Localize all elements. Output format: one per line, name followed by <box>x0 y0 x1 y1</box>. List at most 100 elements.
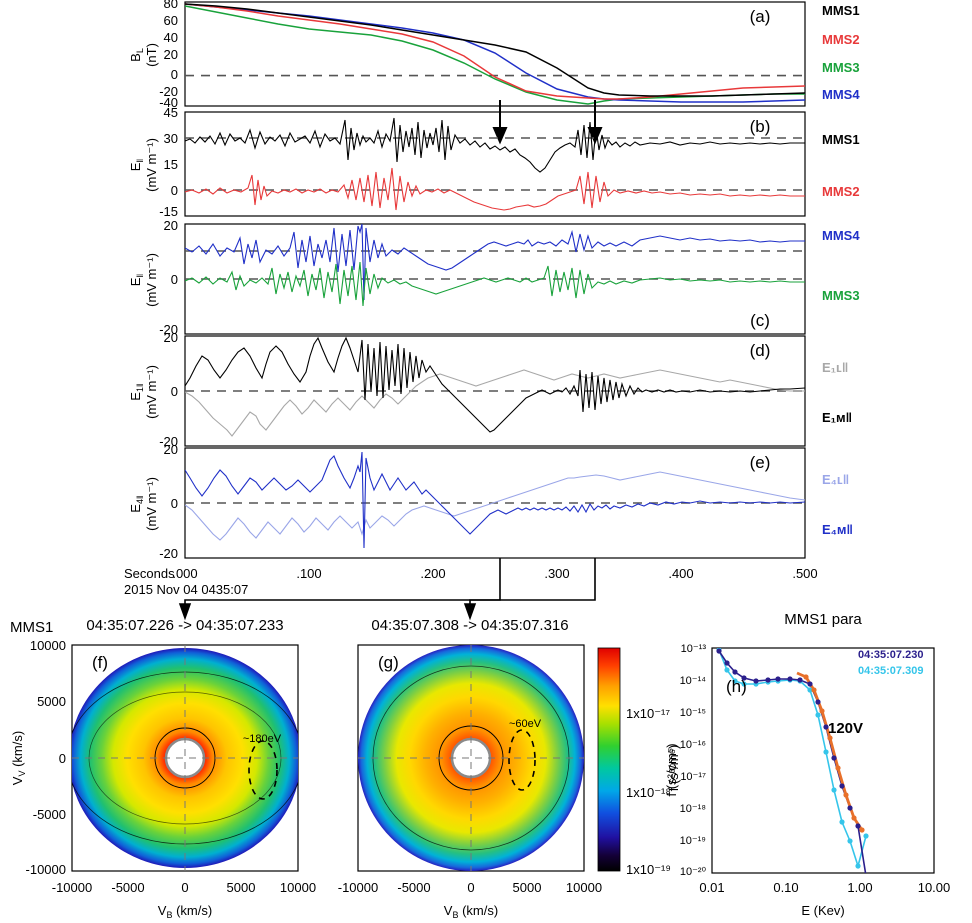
panel-h-xtick-3: 10.00 <box>918 880 951 895</box>
panel-g-title: 04:35:07.308 -> 04:35:07.316 <box>371 617 568 634</box>
legend-panel-d-e1l: E₁ʟ‖ <box>822 360 848 375</box>
panel-d: (d) 20 0 -20 E1‖ (mV m⁻¹) E₁ʟ‖ E₁ᴍ‖ <box>128 330 852 449</box>
colorbar-tick-1: 1x10⁻¹⁸ <box>626 785 671 800</box>
panel-d-yunit: (mV m⁻¹) <box>144 365 159 419</box>
panel-a-ytick-4: 0 <box>171 67 178 82</box>
svg-text:f (s³/m⁶): f (s³/m⁶) <box>666 745 681 792</box>
legend-panel-c-mms3: MMS3 <box>822 288 860 303</box>
time-axis: Seconds 2015 Nov 04 0435:07 .000 .100 .2… <box>124 566 818 597</box>
panel-h-ytick-4: 10⁻¹⁷ <box>680 771 706 783</box>
time-axis-date-label: 2015 Nov 04 0435:07 <box>124 582 248 597</box>
panel-a-ytick-1: 60 <box>164 13 178 28</box>
panel-d-ytick-1: 0 <box>171 384 178 399</box>
legend-panel-a-mms4: MMS4 <box>822 87 860 102</box>
svg-text:VV (km/s): VV (km/s) <box>10 731 27 785</box>
panel-h-legend-1: 04:35:07.309 <box>858 665 923 677</box>
panel-f-ylabel: VV (km/s) <box>10 731 27 785</box>
panel-f-xtick-1: -5000 <box>111 880 144 895</box>
panel-g: 04:35:07.308 -> 04:35:07.316 (g) ~60eV -… <box>338 617 602 920</box>
panel-g-xtick-0: -10000 <box>338 880 378 895</box>
panel-h-ytick-7: 10⁻²⁰ <box>680 866 707 878</box>
time-tick-1: .100 <box>296 566 321 581</box>
panel-b: (b) 45 30 15 0 -15 E‖ (mV m⁻¹) MMS1 MMS2 <box>128 105 860 219</box>
colorbar-label: f (s²/cm⁵) <box>664 743 679 796</box>
legend-panel-a-mms3: MMS3 <box>822 60 860 75</box>
legend-panel-a-mms2: MMS2 <box>822 32 860 47</box>
panel-h-ytick-6: 10⁻¹⁹ <box>680 835 706 847</box>
panel-b-traces <box>185 117 805 211</box>
panel-c-traces <box>185 224 805 307</box>
panel-h-xlabel: E (Kev) <box>801 903 844 918</box>
panel-c-ylabel: E‖ (mV m⁻¹) <box>128 253 159 307</box>
panel-h-frame <box>711 647 935 874</box>
panel-a: (a) 80 60 40 20 0 -20 -40 BL (nT) MMS1 M… <box>128 0 860 110</box>
legend-panel-e-e4l: E₄ʟ‖ <box>822 472 849 487</box>
panel-f-ytick-1: 5000 <box>37 694 66 709</box>
panel-c-ytick-2: -20 <box>159 322 178 337</box>
panel-e-ytick-2: -20 <box>159 546 178 561</box>
time-tick-2: .200 <box>420 566 445 581</box>
panel-f-ytick-0: 10000 <box>30 638 66 653</box>
panel-h-ytick-5: 10⁻¹⁸ <box>680 803 706 815</box>
time-tick-3: .300 <box>544 566 569 581</box>
panel-b-ytick-3: 0 <box>171 183 178 198</box>
time-tick-4: .400 <box>668 566 693 581</box>
panel-h-ytick-3: 10⁻¹⁶ <box>680 739 706 751</box>
panel-f-ytick-4: -10000 <box>26 862 66 877</box>
panel-h-xtick-0: 0.01 <box>699 880 724 895</box>
panel-e-yunit: (mV m⁻¹) <box>144 477 159 531</box>
panel-g-xlabel: VB (km/s) <box>444 903 498 920</box>
panel-c-yunit: (mV m⁻¹) <box>144 253 159 307</box>
panel-h-id: (h) <box>726 677 747 696</box>
panel-f-distribution <box>72 645 298 871</box>
panel-h-legend-0: 04:35:07.230 <box>858 649 923 661</box>
legend-panel-d-e1m: E₁ᴍ‖ <box>822 410 852 425</box>
panel-b-ytick-4: -15 <box>159 204 178 219</box>
panel-e: (e) 20 0 -20 E4‖ (mV m⁻¹) E₄ʟ‖ E₄ᴍ‖ <box>128 442 853 561</box>
legend-panel-b-mms1: MMS1 <box>822 132 860 147</box>
colorbar-tick-0: 1x10⁻¹⁷ <box>626 706 670 721</box>
panel-b-ylabel: E‖ (mV m⁻¹) <box>128 138 159 192</box>
panel-h-xtick-2: 1.00 <box>847 880 872 895</box>
panel-b-ytick-2: 15 <box>164 157 178 172</box>
panel-f-ytick-2: 0 <box>59 751 66 766</box>
panel-e-ylabel: E4‖ (mV m⁻¹) <box>128 477 159 531</box>
panel-f: MMS1 04:35:07.226 -> 04:35:07.233 (f) ~1… <box>10 617 316 920</box>
panel-e-id: (e) <box>750 453 771 472</box>
panel-h-ytick-2: 10⁻¹⁵ <box>680 707 706 719</box>
panel-f-annotation: ~180eV <box>243 733 282 745</box>
panel-a-traces <box>185 3 805 105</box>
panel-d-ytick-2: -20 <box>159 434 178 449</box>
panel-a-ytick-3: 20 <box>164 47 178 62</box>
panel-b-yunit: (mV m⁻¹) <box>144 138 159 192</box>
panel-h-ytick-0: 10⁻¹³ <box>681 643 707 655</box>
panel-f-spacecraft: MMS1 <box>10 619 53 636</box>
panel-c: (c) 20 0 -20 E‖ (mV m⁻¹) MMS4 MMS3 <box>128 218 860 337</box>
panel-f-xlabel: VB (km/s) <box>158 903 212 920</box>
colorbar-tick-2: 1x10⁻¹⁹ <box>626 862 671 877</box>
panel-f-title: 04:35:07.226 -> 04:35:07.233 <box>86 617 283 634</box>
time-axis-seconds-label: Seconds <box>124 566 175 581</box>
legend-panel-b-mms2: MMS2 <box>822 184 860 199</box>
panel-h-title: MMS1 para <box>784 611 862 628</box>
panel-a-ytick-5: -20 <box>159 84 178 99</box>
panel-g-xtick-1: -5000 <box>397 880 430 895</box>
panel-b-id: (b) <box>750 117 771 136</box>
panel-a-id: (a) <box>750 7 771 26</box>
panel-f-xtick-0: -10000 <box>52 880 92 895</box>
colorbar-gradient <box>597 647 621 872</box>
time-tick-0: .000 <box>172 566 197 581</box>
panel-h-xtick-1: 0.10 <box>773 880 798 895</box>
panel-a-ytick-2: 40 <box>164 30 178 45</box>
panel-a-yunit: (nT) <box>144 43 159 67</box>
panel-g-id: (g) <box>378 653 399 672</box>
panel-h: MMS1 para (h) 120V 04:35:07.230 04 <box>666 611 950 918</box>
panel-b-ytick-0: 45 <box>164 105 178 120</box>
panel-b-ytick-1: 30 <box>164 131 178 146</box>
panel-f-id: (f) <box>92 653 108 672</box>
panel-e-ytick-0: 20 <box>164 442 178 457</box>
panel-h-annotation: 120V <box>828 720 863 737</box>
panel-a-ytick-6: -40 <box>159 95 178 110</box>
